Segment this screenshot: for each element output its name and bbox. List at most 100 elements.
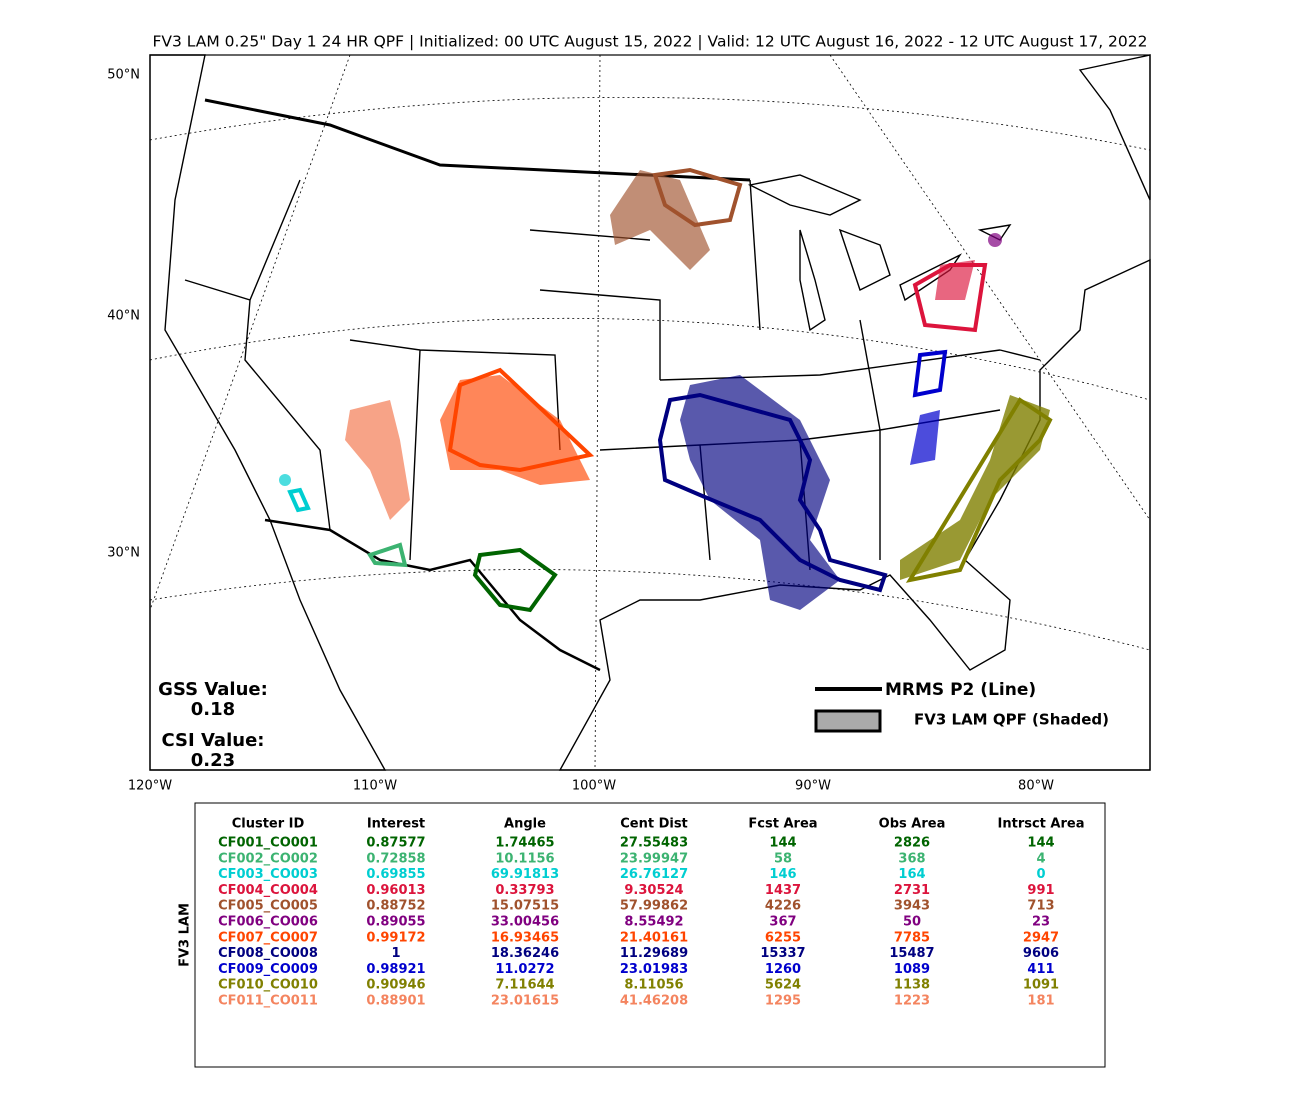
lon-label: 100°W (572, 779, 616, 794)
table-cell: 26.76127 (620, 867, 688, 882)
legend-label: FV3 LAM QPF (Shaded) (914, 711, 1109, 729)
column-header: Intrsct Area (998, 817, 1085, 832)
lon-label: 120°W (128, 779, 172, 794)
obs-object (366, 542, 408, 568)
column-header: Angle (504, 817, 546, 832)
fcst-object (680, 375, 840, 610)
table-cell: 0 (1036, 867, 1045, 882)
legend-swatch (814, 709, 882, 733)
fcst-object (610, 170, 710, 270)
table-cell: 27.55483 (620, 836, 688, 851)
table-cell: 3943 (894, 899, 930, 914)
table-cell: 58 (774, 851, 792, 866)
table-cell: 57.99862 (620, 899, 688, 914)
table-cell: 11.0272 (495, 962, 554, 977)
fcst-object (345, 400, 410, 520)
table-cell: 1 (391, 946, 400, 961)
table-cell: 144 (769, 836, 796, 851)
column-header: Interest (367, 817, 425, 832)
obs-object (657, 392, 888, 593)
obs-object (905, 397, 1053, 583)
table-cell: 2826 (894, 836, 930, 851)
table-cell: 2731 (894, 883, 930, 898)
lon-label: 90°W (795, 779, 831, 794)
table-cell: 7785 (894, 930, 930, 945)
fcst-object (440, 375, 590, 485)
legend-label: MRMS P2 (Line) (885, 680, 1036, 700)
table-cell: 23.01615 (491, 994, 559, 1009)
table-cell: 1223 (894, 994, 930, 1009)
gulf-atlantic (558, 258, 1151, 771)
lon-label: 110°W (353, 779, 397, 794)
table-cell: CF005_CO005 (218, 899, 318, 914)
lat-label: 30°N (107, 546, 140, 561)
obs-object (447, 367, 595, 473)
score-value: 0.23 (191, 750, 235, 771)
table-cell: 1260 (765, 962, 801, 977)
obs-object (652, 167, 743, 228)
table-cell: 0.33793 (495, 883, 554, 898)
obs-object (287, 487, 311, 513)
table-cell: 1138 (894, 978, 930, 993)
fcst-object (279, 474, 291, 486)
column-header: Cluster ID (232, 817, 305, 832)
table-cell: 0.98921 (366, 962, 425, 977)
table-cell: 23.99947 (620, 851, 688, 866)
canada-border (204, 98, 751, 182)
fcst-object (900, 395, 1050, 580)
table-cell: 69.91813 (491, 867, 559, 882)
score-label: CSI Value: (162, 730, 265, 751)
table-cell: 50 (903, 915, 921, 930)
table-cell: 144 (1027, 836, 1054, 851)
table-cell: 18.36246 (491, 946, 559, 961)
table-cell: 713 (1027, 899, 1054, 914)
observed-objects (287, 167, 1053, 613)
forecast-objects (279, 170, 1050, 610)
table-cell: CF006_CO006 (218, 915, 318, 930)
table-cell: 6255 (765, 930, 801, 945)
fcst-object (988, 233, 1002, 247)
mexico-border (264, 518, 601, 672)
table-cell: 7.11644 (495, 978, 554, 993)
table-cell: 0.89055 (366, 915, 425, 930)
table-cell: 41.46208 (620, 994, 688, 1009)
table-cell: 16.93465 (491, 930, 559, 945)
table-cell: 0.90946 (366, 978, 425, 993)
table: Cluster ID Interest Angle Cent Dist Fcst Are… (218, 817, 1084, 1009)
lon-label: 80°W (1018, 779, 1054, 794)
table-cell: 9606 (1023, 946, 1059, 961)
table-cell: 5624 (765, 978, 801, 993)
table-cell: 23.01983 (620, 962, 688, 977)
column-header: Fcst Area (748, 817, 817, 832)
table-side-label: FV3 LAM (178, 903, 193, 967)
table-cell: 0.88901 (366, 994, 425, 1009)
table-cell: 8.55492 (624, 915, 683, 930)
table-cell: 23 (1032, 915, 1050, 930)
table-cell: 1.74465 (495, 836, 554, 851)
table-cell: 11.29689 (620, 946, 688, 961)
table-cell: 9.30524 (624, 883, 683, 898)
score-label: GSS Value: (158, 679, 268, 700)
table-cell: 4 (1036, 851, 1045, 866)
table-cell: 411 (1027, 962, 1054, 977)
map: 50°N 40°N 30°N 120°W 110°W 100°W 90°W 80°W MRMS… (107, 54, 1151, 794)
fcst-object (910, 410, 940, 465)
table-cell: CF003_CO003 (218, 867, 318, 882)
table-cell: 146 (769, 867, 796, 882)
table-cell: CF001_CO001 (218, 836, 318, 851)
table-cell: CF007_CO007 (218, 930, 318, 945)
table-cell: 8.11056 (624, 978, 683, 993)
table-cell: CF011_CO011 (218, 994, 318, 1009)
table-cell: CF009_CO009 (218, 962, 318, 977)
map-labels: 50°N 40°N 30°N 120°W 110°W 100°W 90°W 80°W (107, 68, 1054, 794)
table-cell: CF010_CO010 (218, 978, 318, 993)
table-cell: 15.07515 (491, 899, 559, 914)
table-cell: 1089 (894, 962, 930, 977)
table-cell: 4226 (765, 899, 801, 914)
table-cell: 15487 (889, 946, 934, 961)
column-header: Obs Area (879, 817, 946, 832)
figure-title: FV3 LAM 0.25" Day 1 24 HR QPF | Initiali… (152, 33, 1147, 51)
table-cell: 991 (1027, 883, 1054, 898)
land (150, 55, 1150, 770)
